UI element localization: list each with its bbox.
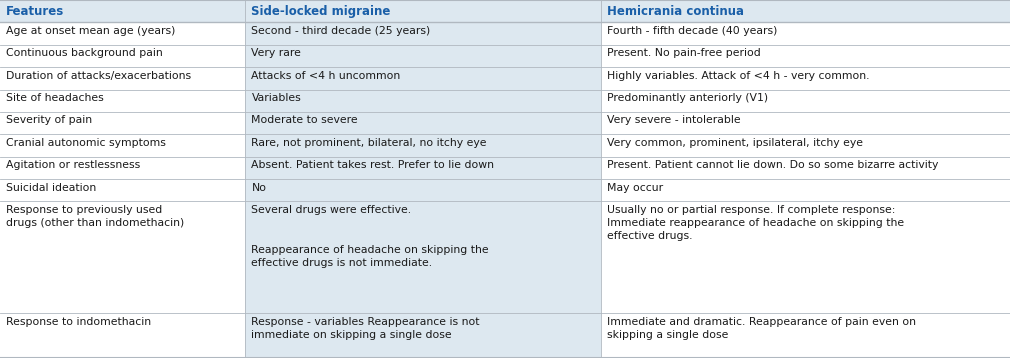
Bar xyxy=(245,112,601,134)
Text: Attacks of <4 h uncommon: Attacks of <4 h uncommon xyxy=(251,71,401,81)
Text: Present. Patient cannot lie down. Do so some bizarre activity: Present. Patient cannot lie down. Do so … xyxy=(607,160,938,170)
Text: Immediate and dramatic. Reappearance of pain even on
skipping a single dose: Immediate and dramatic. Reappearance of … xyxy=(607,317,916,340)
Text: Absent. Patient takes rest. Prefer to lie down: Absent. Patient takes rest. Prefer to li… xyxy=(251,160,495,170)
Text: Several drugs were effective.


Reappearance of headache on skipping the
effecti: Several drugs were effective. Reappearan… xyxy=(251,205,489,268)
Bar xyxy=(245,157,601,179)
Text: Response - variables Reappearance is not
immediate on skipping a single dose: Response - variables Reappearance is not… xyxy=(251,317,480,340)
Text: Highly variables. Attack of <4 h - very common.: Highly variables. Attack of <4 h - very … xyxy=(607,71,870,81)
Bar xyxy=(245,67,601,90)
Bar xyxy=(245,201,601,313)
Text: Continuous background pain: Continuous background pain xyxy=(6,48,163,58)
Bar xyxy=(245,22,601,45)
Text: Site of headaches: Site of headaches xyxy=(6,93,104,103)
Text: Very severe - intolerable: Very severe - intolerable xyxy=(607,115,740,125)
Bar xyxy=(245,45,601,67)
Text: Response to indomethacin: Response to indomethacin xyxy=(6,317,152,327)
Text: Rare, not prominent, bilateral, no itchy eye: Rare, not prominent, bilateral, no itchy… xyxy=(251,138,487,148)
Text: Hemicrania continua: Hemicrania continua xyxy=(607,5,744,18)
Text: Moderate to severe: Moderate to severe xyxy=(251,115,359,125)
Text: Features: Features xyxy=(6,5,65,18)
Text: Side-locked migraine: Side-locked migraine xyxy=(251,5,391,18)
Bar xyxy=(0,0,1010,22)
Bar xyxy=(245,179,601,201)
Text: Variables: Variables xyxy=(251,93,301,103)
Text: Predominantly anteriorly (V1): Predominantly anteriorly (V1) xyxy=(607,93,769,103)
Text: Agitation or restlessness: Agitation or restlessness xyxy=(6,160,140,170)
Text: Severity of pain: Severity of pain xyxy=(6,115,92,125)
Text: Very common, prominent, ipsilateral, itchy eye: Very common, prominent, ipsilateral, itc… xyxy=(607,138,863,148)
Text: Second - third decade (25 years): Second - third decade (25 years) xyxy=(251,26,430,36)
Text: Fourth - fifth decade (40 years): Fourth - fifth decade (40 years) xyxy=(607,26,778,36)
Text: Present. No pain-free period: Present. No pain-free period xyxy=(607,48,761,58)
Text: Cranial autonomic symptoms: Cranial autonomic symptoms xyxy=(6,138,166,148)
Text: Usually no or partial response. If complete response:
Immediate reappearance of : Usually no or partial response. If compl… xyxy=(607,205,904,241)
Bar xyxy=(245,90,601,112)
Text: Response to previously used
drugs (other than indomethacin): Response to previously used drugs (other… xyxy=(6,205,184,228)
Text: Suicidal ideation: Suicidal ideation xyxy=(6,183,96,193)
Text: No: No xyxy=(251,183,267,193)
Text: Age at onset mean age (years): Age at onset mean age (years) xyxy=(6,26,176,36)
Text: Duration of attacks/exacerbations: Duration of attacks/exacerbations xyxy=(6,71,191,81)
Bar xyxy=(245,313,601,358)
Text: May occur: May occur xyxy=(607,183,664,193)
Bar xyxy=(245,134,601,157)
Text: Very rare: Very rare xyxy=(251,48,301,58)
